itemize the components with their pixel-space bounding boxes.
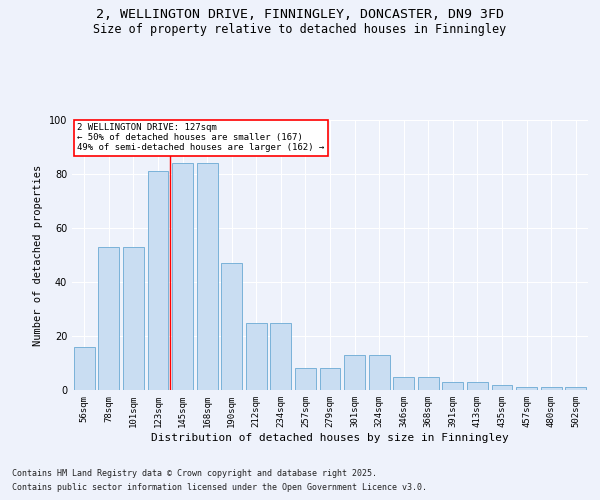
Bar bbox=[98, 247, 119, 390]
X-axis label: Distribution of detached houses by size in Finningley: Distribution of detached houses by size … bbox=[151, 432, 509, 442]
Text: Size of property relative to detached houses in Finningley: Size of property relative to detached ho… bbox=[94, 22, 506, 36]
Text: Contains HM Land Registry data © Crown copyright and database right 2025.: Contains HM Land Registry data © Crown c… bbox=[12, 468, 377, 477]
Text: 2, WELLINGTON DRIVE, FINNINGLEY, DONCASTER, DN9 3FD: 2, WELLINGTON DRIVE, FINNINGLEY, DONCAST… bbox=[96, 8, 504, 20]
Bar bbox=[74, 347, 95, 390]
Bar bbox=[197, 163, 218, 390]
Y-axis label: Number of detached properties: Number of detached properties bbox=[33, 164, 43, 346]
Bar bbox=[442, 382, 463, 390]
Bar bbox=[344, 355, 365, 390]
Bar bbox=[393, 376, 414, 390]
Bar bbox=[246, 322, 267, 390]
Bar bbox=[418, 376, 439, 390]
Bar bbox=[467, 382, 488, 390]
Bar bbox=[123, 247, 144, 390]
Bar bbox=[541, 388, 562, 390]
Bar bbox=[491, 384, 512, 390]
Bar bbox=[368, 355, 389, 390]
Bar bbox=[565, 388, 586, 390]
Bar bbox=[295, 368, 316, 390]
Text: 2 WELLINGTON DRIVE: 127sqm
← 50% of detached houses are smaller (167)
49% of sem: 2 WELLINGTON DRIVE: 127sqm ← 50% of deta… bbox=[77, 122, 325, 152]
Bar bbox=[320, 368, 340, 390]
Bar bbox=[271, 322, 292, 390]
Bar bbox=[221, 263, 242, 390]
Bar bbox=[148, 172, 169, 390]
Bar bbox=[172, 163, 193, 390]
Bar bbox=[516, 388, 537, 390]
Text: Contains public sector information licensed under the Open Government Licence v3: Contains public sector information licen… bbox=[12, 484, 427, 492]
